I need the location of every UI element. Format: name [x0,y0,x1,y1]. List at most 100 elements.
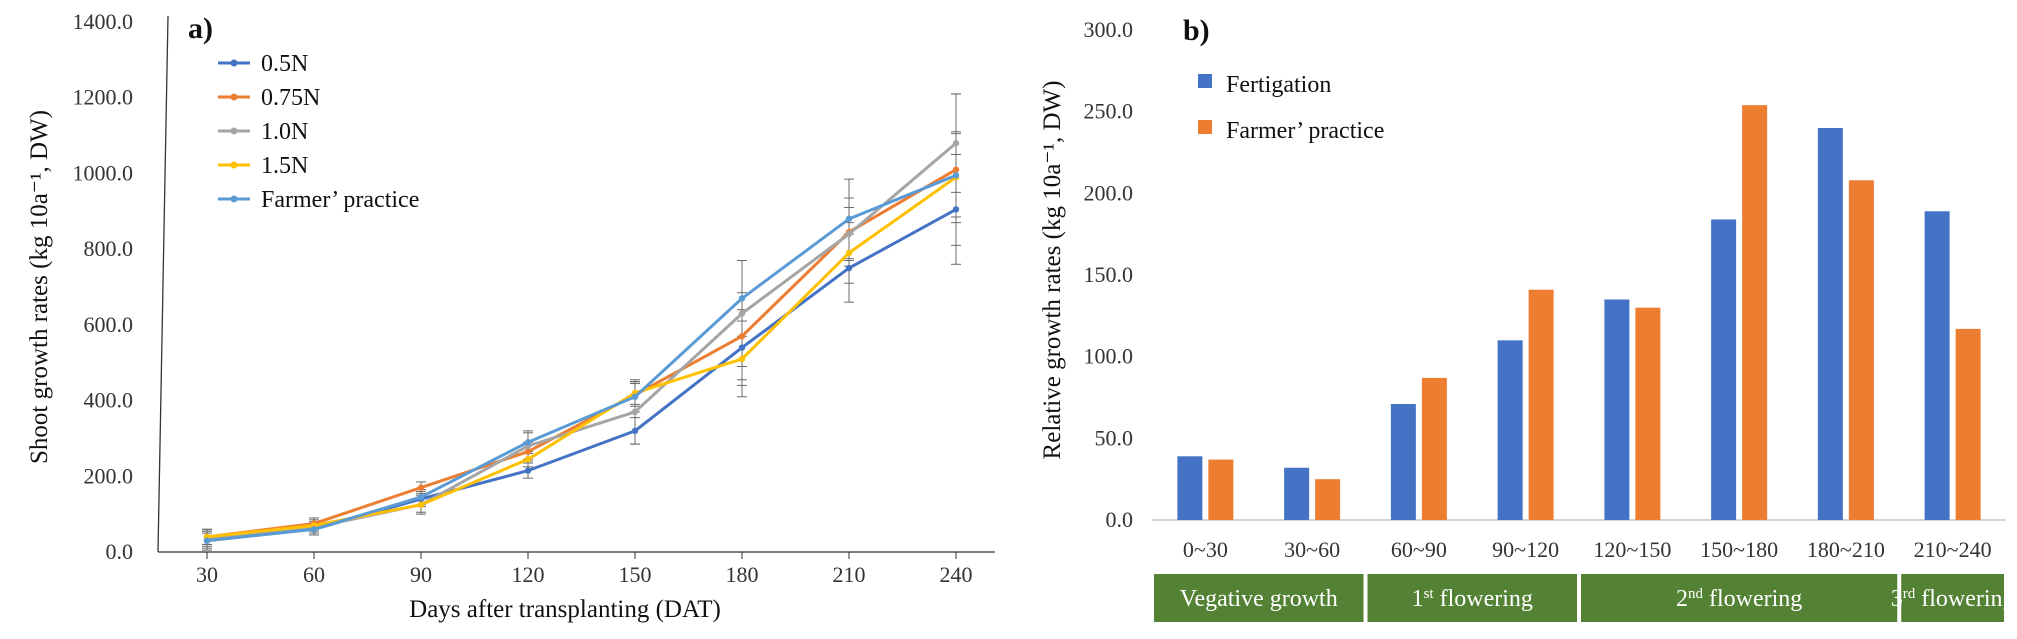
y-axis-title-b: Relative growth rates (kg 10a⁻¹, DW) [1039,81,1066,460]
y-tick-label-b: 100.0 [1084,344,1134,369]
bar-fertigation [1817,128,1843,520]
stage-banner [1154,574,1364,622]
bar-farmer-practice [1528,289,1554,520]
y-tick-label-a: 600.0 [84,312,134,337]
stage-label-rest: flowering [1915,586,2014,612]
series-line-3 [206,175,957,539]
stage-label-rest: flowering [1703,586,1802,612]
y-tick-label-a: 400.0 [84,388,134,413]
series-line-4 [206,173,957,543]
data-point-3 [738,355,746,363]
bar-farmer-practice [1955,328,1981,520]
bar-fertigation [1284,467,1310,520]
x-tick-label-b: 210~240 [1914,537,1992,562]
legend-marker-3 [230,161,238,169]
x-tick-label-a: 120 [512,562,545,587]
stage-label: 3rd flowering [1891,586,2015,612]
bar-fertigation [1604,299,1630,520]
x-tick-label-b: 0~30 [1183,537,1228,562]
y-axis-title-a: Shoot growth rates (kg 10a⁻¹, DW) [26,110,53,464]
bar-fertigation [1177,456,1203,520]
stage-label-base: 3 [1891,586,1903,612]
data-point-1 [952,166,960,173]
panel-b-bar-chart: 0.0 50.0 100.0 150.0 200.0 250.0 300.0 0~30 30~6… [1039,14,2015,622]
y-tick-label-b: 250.0 [1084,99,1134,124]
y-tick-label-a: 200.0 [84,463,134,488]
y-axis-line-a [157,15,169,553]
data-point-1 [738,333,746,340]
data-point-0 [845,264,853,272]
stage-label-base: 2 [1676,586,1688,612]
legend-marker-4 [230,195,238,203]
x-tick-label-a: 150 [619,562,652,587]
panel-label-b: b) [1183,14,1210,47]
legend-label-a: 0.75N [261,85,320,111]
x-tick-label-a: 60 [303,562,325,587]
data-point-3 [524,456,532,463]
y-tick-label-b: 50.0 [1095,425,1134,450]
legend-marker-0 [230,59,238,67]
data-point-4 [845,215,853,223]
panel-label-a: a) [188,12,213,45]
data-point-1 [524,448,532,455]
data-point-0 [631,427,639,435]
legend-marker-1 [230,93,238,101]
legend-swatch-b [1198,120,1212,134]
y-tick-label-b: 150.0 [1084,262,1134,287]
y-tick-label-b: 300.0 [1084,17,1134,42]
data-point-4 [524,439,532,446]
data-point-4 [738,295,746,302]
x-tick-label-a: 240 [940,562,973,587]
data-point-4 [203,537,211,544]
series-line-1 [206,168,957,539]
data-point-4 [310,526,318,533]
data-point-2 [845,230,853,238]
stage-label-base: Vegative growth [1180,586,1338,612]
stage-label-sup: rd [1903,586,1916,602]
legend-label-a: 0.5N [261,51,308,77]
stage-label-sup: st [1424,586,1435,602]
x-tick-label-a: 180 [726,562,759,587]
bar-farmer-practice [1848,180,1874,520]
bar-farmer-practice [1208,459,1234,520]
x-tick-label-b: 120~150 [1593,537,1671,562]
y-tick-label-a: 1000.0 [73,160,134,185]
x-tick-label-b: 90~120 [1492,537,1559,562]
data-point-0 [952,206,960,213]
data-point-4 [952,172,960,179]
stage-label: 1st flowering [1412,586,1533,612]
y-tick-label-a: 0.0 [106,539,134,564]
stage-banner [1367,574,1577,622]
bar-fertigation [1497,340,1523,520]
data-point-3 [845,249,853,257]
x-tick-label-a: 30 [196,562,218,587]
x-tick-label-b: 30~60 [1284,537,1340,562]
data-point-3 [417,501,425,508]
x-tick-label-a: 90 [410,562,432,587]
bar-fertigation [1924,211,1950,521]
stage-label-rest: flowering [1434,586,1533,612]
stage-label: Vegative growth [1180,586,1338,612]
legend-label-a: Farmer’ practice [261,187,419,213]
y-tick-label-b: 0.0 [1106,507,1134,532]
stage-banner [1581,574,1898,622]
bar-farmer-practice [1742,105,1768,520]
x-tick-label-a: 210 [833,562,866,587]
stage-banner [1901,574,2004,622]
data-point-2 [631,408,639,416]
legend-label-a: 1.5N [261,153,308,179]
data-point-2 [952,139,960,147]
y-tick-label-a: 800.0 [84,236,134,261]
data-point-4 [417,493,425,501]
bar-farmer-practice [1635,307,1661,520]
legend-label-b: Farmer’ practice [1226,118,1384,144]
x-tick-label-b: 150~180 [1700,537,1778,562]
legend-label-a: 1.0N [261,119,308,145]
bar-farmer-practice [1315,479,1341,520]
bar-fertigation [1390,404,1416,520]
bar-fertigation [1711,219,1737,520]
legend-label-b: Fertigation [1226,72,1331,98]
x-tick-label-b: 60~90 [1391,537,1447,562]
